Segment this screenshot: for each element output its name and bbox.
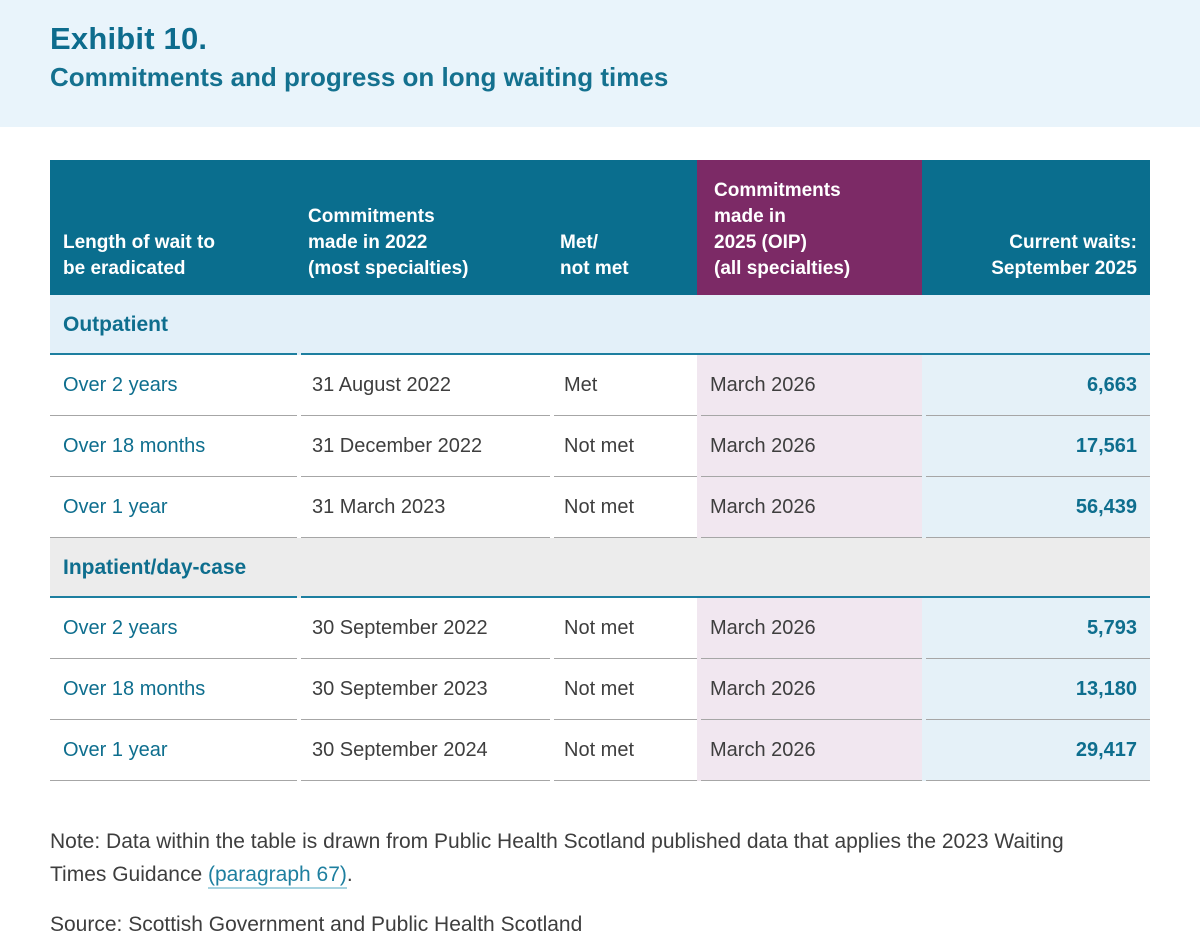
header-current-waits: Current waits: September 2025	[922, 160, 1150, 295]
header-commitments-2022: Commitments made in 2022 (most specialti…	[297, 160, 550, 295]
commitments-table: Length of wait to be eradicated Commitme…	[50, 160, 1150, 781]
section-row-inpatient: Inpatient/day-case	[50, 538, 1150, 598]
table-row: Over 1 year 30 September 2024 Not met Ma…	[50, 720, 1150, 781]
wait-length-cell: Over 18 months	[50, 659, 297, 720]
table-note: Note: Data within the table is drawn fro…	[50, 825, 1095, 891]
commitment-2022-cell: 30 September 2022	[297, 598, 550, 659]
header-wait-length: Length of wait to be eradicated	[50, 160, 297, 295]
met-status-cell: Not met	[550, 659, 697, 720]
commitment-2025-cell: March 2026	[697, 720, 922, 781]
met-status-cell: Not met	[550, 720, 697, 781]
header-met-status: Met/ not met	[550, 160, 697, 295]
table-row: Over 1 year 31 March 2023 Not met March …	[50, 477, 1150, 538]
wait-length-cell: Over 1 year	[50, 477, 297, 538]
section-filler	[297, 295, 1150, 355]
commitment-2022-cell: 30 September 2024	[297, 720, 550, 781]
current-waits-cell: 17,561	[922, 416, 1150, 477]
met-status-cell: Not met	[550, 598, 697, 659]
commitment-2022-cell: 31 December 2022	[297, 416, 550, 477]
note-text: Note: Data within the table is drawn fro…	[50, 830, 1064, 886]
current-waits-cell: 6,663	[922, 355, 1150, 416]
met-status-cell: Not met	[550, 416, 697, 477]
note-suffix: .	[346, 863, 353, 886]
table-row: Over 2 years 30 September 2022 Not met M…	[50, 598, 1150, 659]
wait-length-cell: Over 1 year	[50, 720, 297, 781]
commitment-2022-cell: 30 September 2023	[297, 659, 550, 720]
exhibit-banner: Exhibit 10. Commitments and progress on …	[0, 0, 1200, 127]
commitment-2022-cell: 31 March 2023	[297, 477, 550, 538]
exhibit-title: Commitments and progress on long waiting…	[50, 62, 669, 92]
header-commitments-2025: Commitments made in 2025 (OIP) (all spec…	[697, 160, 922, 295]
commitment-2025-cell: March 2026	[697, 477, 922, 538]
commitment-2025-cell: March 2026	[697, 416, 922, 477]
section-row-outpatient: Outpatient	[50, 295, 1150, 355]
paragraph-67-link[interactable]: (paragraph 67)	[207, 863, 347, 889]
commitment-2025-cell: March 2026	[697, 659, 922, 720]
table-row: Over 18 months 31 December 2022 Not met …	[50, 416, 1150, 477]
commitment-2022-cell: 31 August 2022	[297, 355, 550, 416]
current-waits-cell: 29,417	[922, 720, 1150, 781]
source-line: Source: Scottish Government and Public H…	[50, 913, 583, 936]
section-filler	[297, 538, 1150, 598]
table-row: Over 2 years 31 August 2022 Met March 20…	[50, 355, 1150, 416]
wait-length-cell: Over 2 years	[50, 355, 297, 416]
section-label: Outpatient	[50, 295, 297, 355]
section-label: Inpatient/day-case	[50, 538, 297, 598]
table-header-row: Length of wait to be eradicated Commitme…	[50, 160, 1150, 295]
exhibit-label: Exhibit 10.	[50, 21, 208, 56]
current-waits-cell: 13,180	[922, 659, 1150, 720]
wait-length-cell: Over 18 months	[50, 416, 297, 477]
commitment-2025-cell: March 2026	[697, 355, 922, 416]
current-waits-cell: 56,439	[922, 477, 1150, 538]
table-row: Over 18 months 30 September 2023 Not met…	[50, 659, 1150, 720]
current-waits-cell: 5,793	[922, 598, 1150, 659]
met-status-cell: Met	[550, 355, 697, 416]
wait-length-cell: Over 2 years	[50, 598, 297, 659]
met-status-cell: Not met	[550, 477, 697, 538]
commitment-2025-cell: March 2026	[697, 598, 922, 659]
